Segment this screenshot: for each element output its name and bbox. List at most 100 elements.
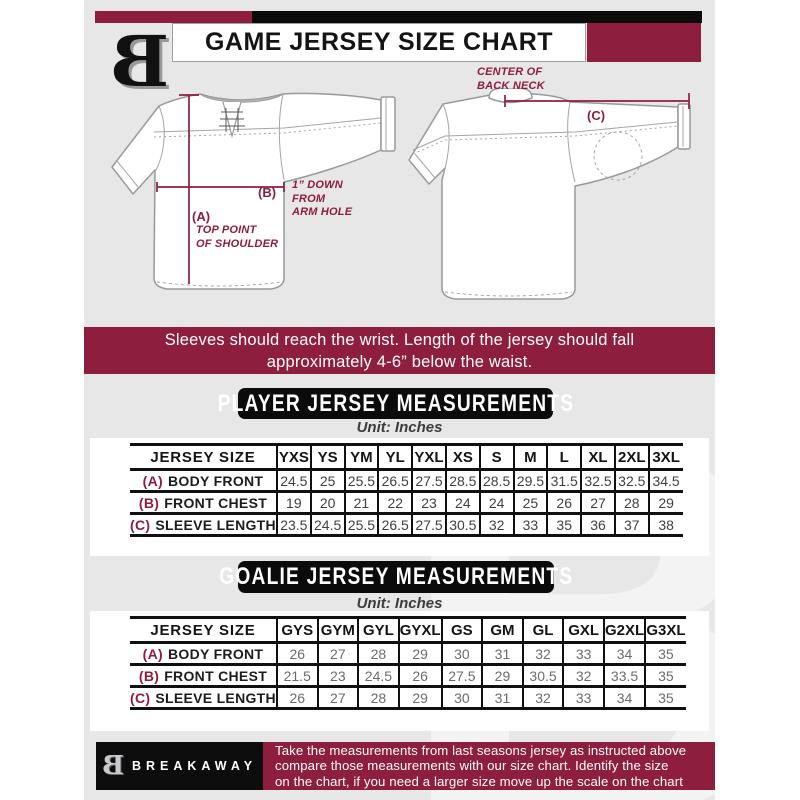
size-column-header: YM <box>343 444 379 470</box>
footer-instructions: Take the measurements from last seasons … <box>263 742 715 790</box>
footer-brand-logo-icon: B <box>101 751 124 781</box>
measurement-value: 24.5 <box>275 469 311 492</box>
page-title-box: GAME JERSEY SIZE CHART <box>172 23 586 62</box>
size-column-header: GYXL <box>397 617 442 643</box>
elbow-pad-outline <box>593 131 643 181</box>
size-column-header: XS <box>444 444 480 470</box>
measurement-value: 32 <box>478 513 514 536</box>
measurement-value: 32 <box>521 686 564 709</box>
row-label: (A) BODY FRONT <box>142 645 264 662</box>
measurement-value: 33 <box>562 686 604 709</box>
measurement-value: 28 <box>357 686 399 709</box>
measurement-value: 26 <box>275 642 318 665</box>
front-jersey-diagram <box>111 92 396 290</box>
size-column-header: 3XL <box>647 444 683 470</box>
row-label: (C) SLEEVE LENGTH <box>130 689 276 706</box>
measurement-value: 33 <box>512 513 548 536</box>
measurement-value: 31.5 <box>546 469 582 492</box>
measurement-value: 30.5 <box>521 664 564 687</box>
measurement-value: 34 <box>602 686 646 709</box>
footer-brand-box: B BREAKAWAY <box>96 742 263 790</box>
measurement-lines-front <box>156 94 285 284</box>
measurement-value: 35 <box>546 513 582 536</box>
size-column-header: GXL <box>562 617 604 643</box>
goalie-unit-label: Unit: Inches <box>356 595 443 612</box>
goalie-table-band: JERSEY SIZE GYS GYM GYL GYXL GS GM GL GXL G2XL G3X… <box>90 611 709 731</box>
measurement-value: 27 <box>580 491 615 514</box>
measurement-value: 24 <box>444 491 480 514</box>
row-label: (B) FRONT CHEST <box>138 667 268 684</box>
size-column-header: G3XL <box>644 617 686 643</box>
measurement-value: 24.5 <box>309 513 345 536</box>
size-column-header: GM <box>481 617 523 643</box>
row-label: (B) FRONT CHEST <box>138 494 268 511</box>
label-a: (A) <box>192 209 211 224</box>
measurement-value: 35 <box>644 686 686 709</box>
size-column-header: YL <box>377 444 413 470</box>
measurement-value: 25 <box>512 491 548 514</box>
table-row: (A) BODY FRONT 26 27 28 29 30 31 32 33 34 35 <box>130 642 686 665</box>
header-top-bar <box>95 11 702 23</box>
measurement-value: 25.5 <box>343 513 379 536</box>
table-row: (A) BODY FRONT 24.5 25 25.5 26.5 27.5 28.5 28.5 2… <box>130 469 683 492</box>
measurement-value: 24 <box>478 491 514 514</box>
size-column-header: S <box>478 444 514 470</box>
player-measurements-banner: PLAYER JERSEY MEASUREMENTS <box>217 388 573 419</box>
size-column-header: YS <box>309 444 345 470</box>
caption-center-of-back-neck: CENTER OF BACK NECK <box>477 66 545 92</box>
measurement-value: 28.5 <box>478 469 514 492</box>
measurement-value: 33 <box>562 642 604 665</box>
measurement-value: 23 <box>316 664 359 687</box>
size-column-header: YXS <box>275 444 311 470</box>
measurement-value: 27.5 <box>411 513 446 536</box>
measurement-value: 34.5 <box>647 469 683 492</box>
measurement-value: 28 <box>357 642 399 665</box>
measurement-value: 25 <box>309 469 345 492</box>
measurement-value: 23.5 <box>275 513 311 536</box>
jersey-size-header: JERSEY SIZE <box>150 621 256 639</box>
caption-down-from-armhole: 1” DOWN FROM ARM HOLE <box>292 179 353 218</box>
table-row: (B) FRONT CHEST 21.5 23 24.5 26 27.5 29 30.5 32 33… <box>130 664 686 687</box>
measurement-value: 26.5 <box>377 469 413 492</box>
measurement-value: 32 <box>562 664 604 687</box>
measurement-value: 22 <box>377 491 413 514</box>
goalie-measurements-banner: GOALIE JERSEY MEASUREMENTS <box>219 561 572 593</box>
table-row: (B) FRONT CHEST 19 20 21 22 23 24 24 25 26 27 28 29 <box>130 491 683 514</box>
measurement-value: 24.5 <box>357 664 399 687</box>
size-column-header: 2XL <box>613 444 649 470</box>
size-column-header: GS <box>440 617 483 643</box>
size-column-header: M <box>512 444 548 470</box>
measurement-value: 23 <box>411 491 446 514</box>
measurement-value: 30.5 <box>444 513 480 536</box>
measurement-lines-back <box>504 93 690 109</box>
measurement-value: 35 <box>644 664 686 687</box>
measurements-table: JERSEY SIZE GYS GYM GYL GYXL GS GM GL GXL G2XL G3X… <box>130 616 686 710</box>
measurement-value: 36 <box>580 513 615 536</box>
measurement-value: 37 <box>613 513 649 536</box>
measurement-value: 29 <box>397 642 442 665</box>
player-table-band: JERSEY SIZE YXS YS YM YL YXL XS S M L XL 2XL 3XL (A) B… <box>90 438 709 556</box>
size-column-header: XL <box>580 444 615 470</box>
size-column-header: GYL <box>357 617 399 643</box>
size-column-header: GL <box>521 617 564 643</box>
label-b: (B) <box>258 185 277 200</box>
measurement-value: 31 <box>481 686 523 709</box>
header-top-bar-accent <box>95 11 252 23</box>
measurement-value: 29 <box>397 686 442 709</box>
measurement-value: 38 <box>647 513 683 536</box>
table-row: (C) SLEEVE LENGTH 23.5 24.5 25.5 26.5 27.5 30.5… <box>130 513 683 536</box>
measurement-value: 28.5 <box>444 469 480 492</box>
measurement-value: 35 <box>644 642 686 665</box>
player-unit-label: Unit: Inches <box>356 419 443 436</box>
measurement-value: 31 <box>481 642 523 665</box>
measurement-value: 19 <box>275 491 311 514</box>
measurements-table: JERSEY SIZE YXS YS YM YL YXL XS S M L XL 2XL 3XL (A) B… <box>130 443 683 537</box>
caption-top-point-of-shoulder: TOP POINT OF SHOULDER <box>196 224 279 250</box>
measurement-value: 27.5 <box>440 664 483 687</box>
measurement-value: 32.5 <box>580 469 615 492</box>
measurement-value: 32.5 <box>613 469 649 492</box>
measurement-value: 26 <box>275 686 318 709</box>
size-column-header: L <box>546 444 582 470</box>
measurement-value: 28 <box>613 491 649 514</box>
